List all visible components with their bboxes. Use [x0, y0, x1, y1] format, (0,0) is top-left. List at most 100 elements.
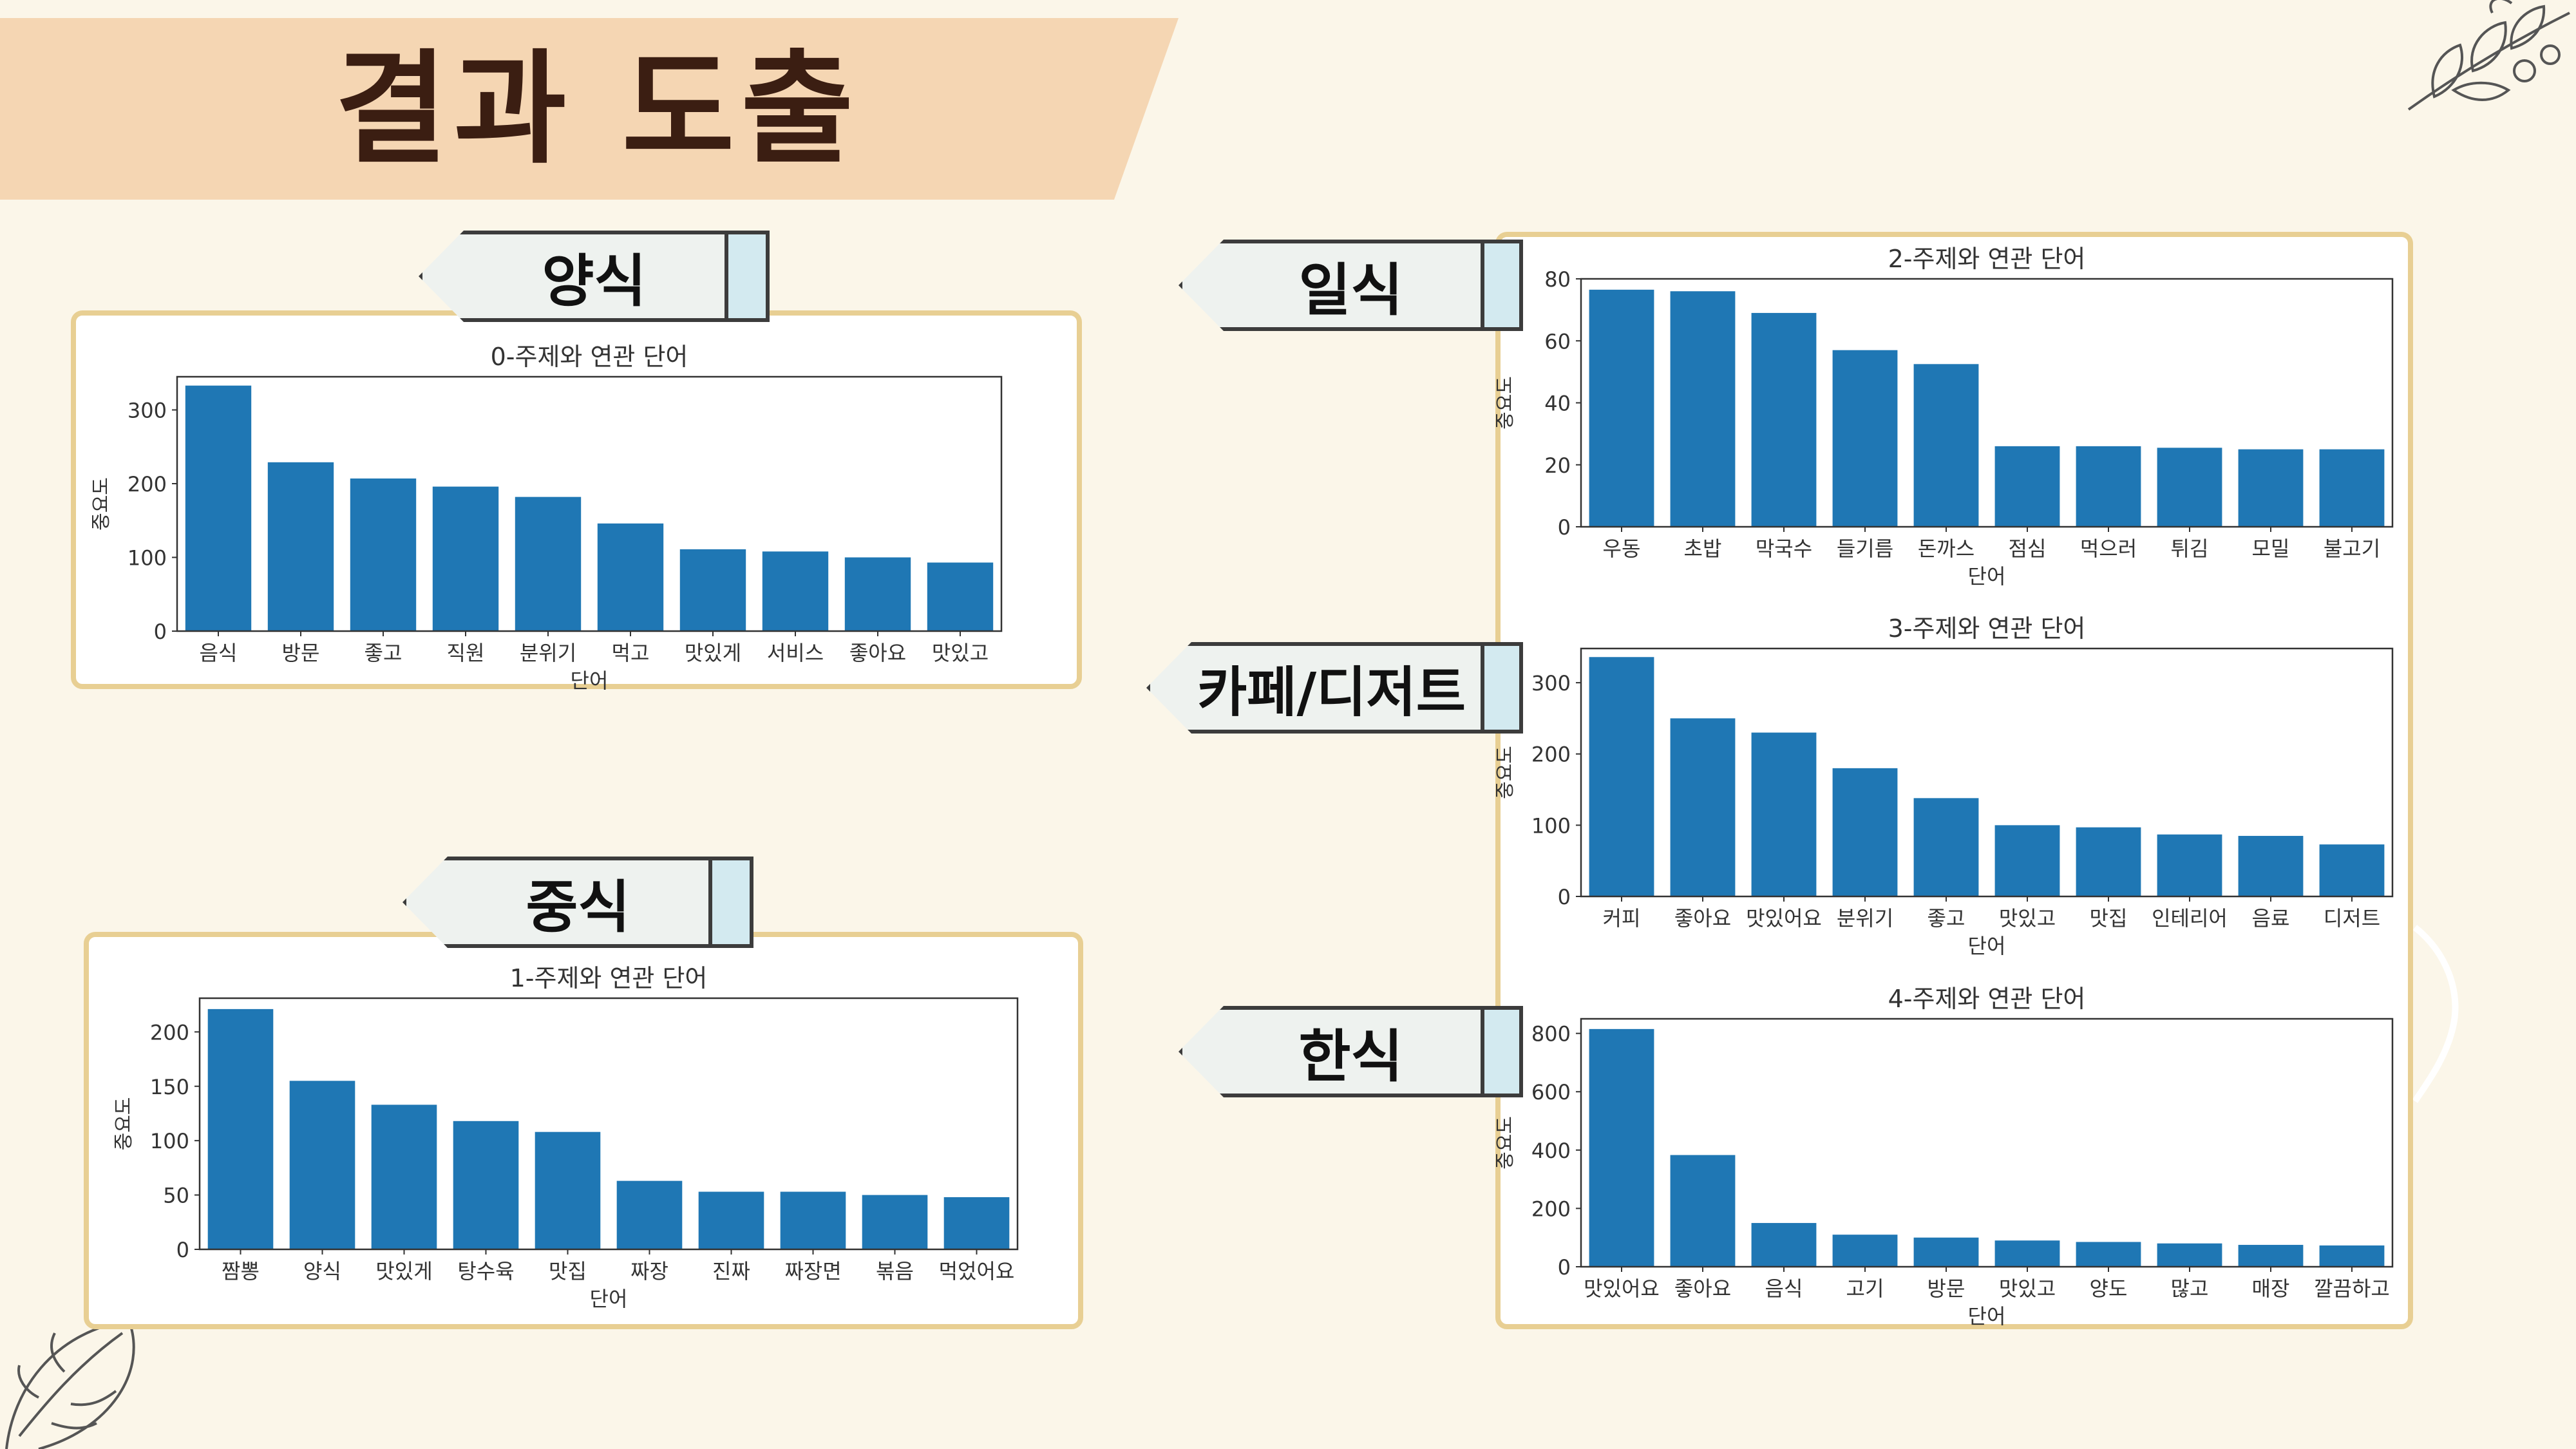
x-tick-label: 양식: [303, 1259, 341, 1283]
y-tick-label: 20: [1544, 453, 1571, 478]
y-tick-label: 100: [1531, 813, 1571, 838]
bar-4: [1913, 364, 1979, 527]
x-tick-label: 음료: [2252, 906, 2290, 931]
y-tick-label: 300: [1531, 671, 1571, 696]
x-tick-label: 매장: [2252, 1276, 2290, 1301]
x-axis-label: 단어: [1968, 564, 2006, 589]
plot-frame: [1580, 278, 2394, 528]
y-tick-label: 0: [154, 620, 167, 644]
bar-3: [1832, 350, 1898, 527]
y-tick-label: 600: [1531, 1080, 1571, 1104]
x-tick-label: 커피: [1603, 906, 1641, 931]
y-tick-label: 60: [1544, 329, 1571, 354]
plot-frame: [176, 375, 1003, 632]
y-tick-label: 100: [150, 1129, 189, 1153]
y-axis-label: 중요도: [1494, 746, 1517, 799]
bar-3: [1832, 768, 1898, 896]
x-tick-label: 초밥: [1684, 536, 1722, 561]
y-tick-label: 150: [150, 1075, 189, 1099]
bar-7: [2157, 1243, 2222, 1267]
chart-title: 2-주제와 연관 단어: [1888, 245, 2086, 273]
y-tick-label: 80: [1544, 267, 1571, 292]
korean-tag-label: 한식: [1298, 1023, 1403, 1090]
y-tick-label: 0: [176, 1238, 189, 1262]
bar-0: [1589, 657, 1654, 896]
y-tick-label: 200: [1531, 743, 1571, 767]
x-tick-label: 막국수: [1756, 536, 1812, 561]
plot-frame: [198, 997, 1019, 1251]
x-tick-label: 좋아요: [849, 641, 906, 665]
bar-0: [207, 1009, 274, 1249]
x-tick-label: 많고: [2171, 1276, 2209, 1301]
plot-frame: [1580, 647, 2394, 898]
x-axis-label: 단어: [1968, 934, 2006, 958]
y-axis-label: 중요도: [90, 477, 113, 531]
x-tick-label: 좋아요: [1674, 906, 1731, 931]
x-tick-label: 맛있고: [1999, 906, 2056, 931]
bar-8: [2238, 449, 2304, 527]
y-tick-label: 100: [128, 546, 167, 571]
bar-3: [1832, 1235, 1898, 1267]
bar-9: [2319, 449, 2385, 527]
bar-2: [1751, 1223, 1817, 1267]
bar-4: [535, 1132, 601, 1249]
bar-6: [679, 549, 746, 631]
bar-7: [2157, 834, 2222, 896]
x-tick-label: 방문: [282, 641, 320, 665]
bar-0: [1589, 289, 1654, 527]
plot-frame: [1580, 1018, 2394, 1268]
cafe-tag: 카페/디저트: [1146, 642, 1523, 734]
y-tick-label: 200: [1531, 1197, 1571, 1221]
x-tick-label: 맛있고: [932, 641, 989, 665]
y-axis-label: 중요도: [1494, 376, 1517, 430]
x-tick-label: 우동: [1603, 536, 1641, 561]
x-tick-label: 양도: [2090, 1276, 2128, 1301]
x-tick-label: 진짜: [712, 1259, 750, 1283]
x-tick-label: 좋고: [1927, 906, 1965, 931]
bar-2: [350, 478, 417, 631]
japanese-tag-label: 일식: [1298, 256, 1403, 323]
bar-8: [2238, 835, 2304, 896]
y-tick-label: 40: [1544, 392, 1571, 416]
x-tick-label: 깔끔하고: [2314, 1276, 2390, 1301]
bar-4: [1913, 798, 1979, 896]
bar-9: [2319, 1245, 2385, 1267]
bar-0: [1589, 1028, 1654, 1267]
x-axis-label: 단어: [571, 668, 609, 693]
bar-4: [515, 497, 582, 631]
japanese-tag: 일식: [1179, 240, 1523, 331]
bar-1: [289, 1081, 355, 1249]
y-tick-label: 400: [1531, 1139, 1571, 1163]
y-tick-label: 200: [150, 1020, 189, 1045]
x-axis-label: 단어: [590, 1287, 628, 1311]
x-tick-label: 방문: [1927, 1276, 1965, 1301]
x-tick-label: 볶음: [876, 1259, 914, 1283]
x-tick-label: 짜장: [630, 1259, 668, 1283]
title-banner: [0, 18, 1179, 200]
x-tick-label: 직원: [447, 641, 485, 665]
cafe-tag-label: 카페/디저트: [1197, 660, 1466, 724]
bar-2: [371, 1104, 437, 1249]
x-tick-label: 맛있게: [685, 641, 741, 665]
y-axis-label: 중요도: [113, 1097, 135, 1151]
x-tick-label: 좋아요: [1674, 1276, 1731, 1301]
x-tick-label: 돈까스: [1918, 536, 1975, 561]
bar-1: [1670, 718, 1736, 896]
chart-title: 1-주제와 연관 단어: [510, 964, 708, 992]
x-tick-label: 맛있어요: [1584, 1276, 1660, 1301]
x-tick-label: 맛있게: [375, 1259, 432, 1283]
x-tick-label: 짜장면: [784, 1259, 841, 1283]
korean-tag: 한식: [1179, 1006, 1523, 1097]
x-tick-label: 먹고: [612, 641, 650, 665]
bar-9: [2319, 844, 2385, 896]
y-tick-label: 50: [163, 1184, 189, 1208]
y-tick-label: 0: [1558, 515, 1571, 540]
faint-leaf-decoration: [2412, 925, 2459, 1103]
y-axis-label: 중요도: [1494, 1116, 1517, 1170]
x-tick-label: 모밀: [2252, 536, 2290, 561]
chart-title: 0-주제와 연관 단어: [491, 343, 688, 371]
